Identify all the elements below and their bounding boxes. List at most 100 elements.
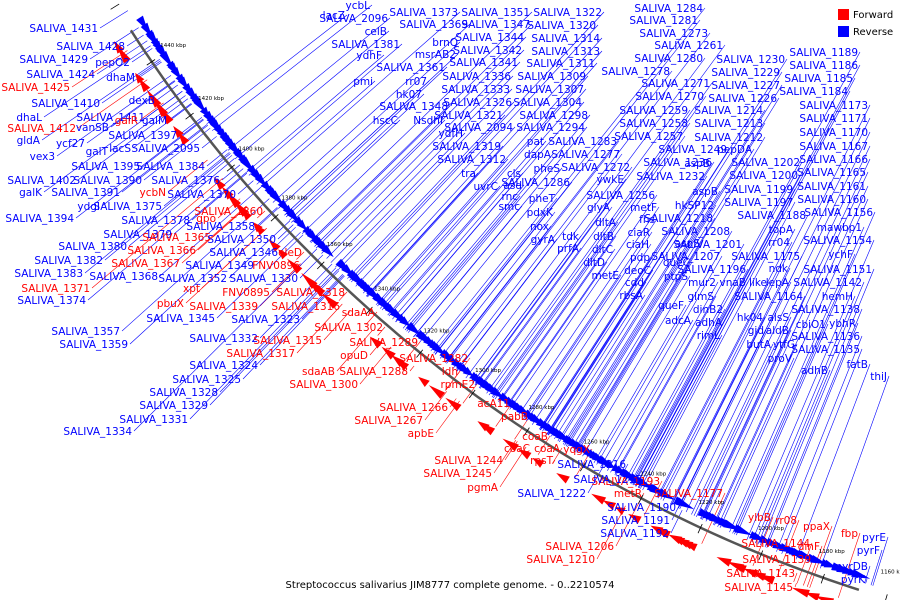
- gene-label-hk04: hk04: [737, 312, 763, 324]
- leader-line: [133, 248, 318, 432]
- gene-label-phes: pheS: [534, 163, 561, 175]
- gene-label-saliva_1333: SALIVA_1333: [441, 84, 510, 96]
- leader-line: [89, 27, 139, 60]
- gene-label-coaa: coaA: [534, 443, 561, 455]
- leader-line: [424, 391, 447, 421]
- leader-line: [596, 230, 733, 465]
- leader-line: [377, 326, 386, 336]
- gene-label-pyrdb: pyrDB: [836, 561, 868, 573]
- gene-label-saliva_1368: SALIVA_1368: [89, 271, 158, 283]
- gene-label-saliva_1311: SALIVA_1311: [526, 58, 595, 70]
- leader-line: [121, 198, 270, 332]
- gene-label-riml: rimL: [697, 330, 720, 342]
- leader-line: [499, 235, 617, 403]
- leader-line: [755, 281, 865, 544]
- leader-line: [131, 48, 153, 63]
- gene-label-lepa: lepA: [766, 277, 790, 289]
- leader-line: [671, 507, 679, 521]
- leader-line: [367, 37, 603, 298]
- gene-label-saliva_1351: SALIVA_1351: [461, 7, 530, 19]
- leader-line: [310, 105, 451, 244]
- forward-gene-arrow: [287, 258, 303, 274]
- leader-line: [635, 188, 796, 487]
- reverse-gene-arrow: [321, 244, 334, 258]
- gene-label-quef: queF: [658, 300, 684, 312]
- gene-label-saliva_1317: SALIVA_1317: [226, 348, 295, 360]
- gene-label-saliva_1371: SALIVA_1371: [21, 283, 90, 295]
- leader-line: [285, 66, 448, 218]
- scale-tick-label: 1220 kbp: [699, 500, 725, 506]
- scale-tick-label: 1340 kbp: [374, 287, 400, 293]
- gene-label-saliva_1332: SALIVA_1332: [189, 333, 258, 345]
- gene-label-saliva_1210: SALIVA_1210: [526, 554, 595, 566]
- leader-line: [567, 204, 717, 448]
- leader-line: [610, 281, 719, 473]
- leader-line: [259, 11, 461, 189]
- gene-label-saliva_1425: SALIVA_1425: [1, 82, 70, 94]
- gene-label-fbp: fbp: [841, 528, 858, 540]
- leader-line: [167, 159, 208, 193]
- leader-line: [91, 178, 223, 289]
- leader-line: [272, 23, 471, 203]
- gene-label-saliva_1323: SALIVA_1323: [231, 314, 300, 326]
- gene-label-saliva_1321: SALIVA_1321: [434, 110, 503, 122]
- leader-line: [691, 343, 774, 515]
- gene-label-saliva_1431: SALIVA_1431: [29, 23, 98, 35]
- leader-line: [212, 4, 373, 131]
- gene-label-saliva_1424: SALIVA_1424: [26, 69, 95, 81]
- gene-label-saliva_1177: SALIVA_1177: [654, 488, 723, 500]
- gene-label-saliva_1294: SALIVA_1294: [516, 122, 585, 134]
- gene-label-lacz: lacZ: [323, 10, 345, 22]
- leader-line: [531, 243, 652, 425]
- gene-label-ndk: ndk: [769, 263, 789, 275]
- gene-label-yqgx: yqgX: [563, 444, 590, 456]
- gene-label-saliva_1412: SALIVA_1412: [7, 123, 76, 135]
- reverse-gene-arrow: [296, 219, 308, 231]
- gene-label-ylbb: ylbB: [748, 512, 771, 524]
- figure-caption: Streptococcus salivarius JIM8777 complet…: [286, 580, 615, 591]
- scale-tick: [146, 59, 156, 66]
- leader-line: [809, 525, 833, 588]
- gene-label-saliva_1199: SALIVA_1199: [724, 184, 793, 196]
- gene-label-saliva_1244: SALIVA_1244: [434, 455, 503, 467]
- gene-label-saliva_1214: SALIVA_1214: [694, 105, 763, 117]
- gene-label-dltb: dltB: [593, 231, 614, 243]
- gene-label-saliva_1161: SALIVA_1161: [797, 181, 866, 193]
- leader-line: [156, 84, 178, 101]
- gene-label-saliva_1166: SALIVA_1166: [799, 154, 868, 166]
- gene-label-ycbn: ycbN: [139, 187, 166, 199]
- leader-line: [159, 187, 261, 277]
- gene-label-saliva_1410: SALIVA_1410: [31, 98, 100, 110]
- scale-tick-label: 1400 kbp: [239, 147, 265, 153]
- gene-label-saliva_1324: SALIVA_1324: [189, 360, 258, 372]
- leader-line: [570, 148, 755, 450]
- scale-tick: [316, 261, 325, 270]
- gene-label-saliva_1282: SALIVA_1282: [399, 353, 468, 365]
- gene-label-rbsa: rbsA: [619, 290, 643, 302]
- scale-tick-label: 1180 kbp: [819, 549, 845, 555]
- scale-tick: [697, 523, 703, 534]
- scale-tick: [185, 112, 194, 120]
- leader-line: [736, 323, 829, 536]
- forward-gene-arrow: [138, 78, 151, 93]
- gene-label-saliva_1304: SALIVA_1304: [513, 97, 582, 109]
- gene-label-cdd: cdd: [625, 277, 644, 289]
- gene-label-saliva_1280: SALIVA_1280: [634, 53, 703, 65]
- gene-label-dltc: dltC: [592, 244, 613, 256]
- scale-tick: [758, 550, 764, 560]
- leader-line: [86, 80, 175, 144]
- leader-line: [301, 11, 533, 235]
- gene-label-quec: queC: [663, 257, 690, 269]
- gene-label-msrab2: msrAB2: [415, 49, 456, 61]
- leader-line: [657, 281, 770, 499]
- leader-line: [838, 532, 861, 598]
- leader-line: [256, 80, 376, 185]
- leader-line: [143, 127, 211, 181]
- gene-label-saliva_1328: SALIVA_1328: [149, 387, 218, 399]
- leader-line: [388, 88, 587, 317]
- gene-label-celb: celB: [365, 26, 387, 38]
- scale-tick-label: 1260 kbp: [584, 440, 610, 446]
- leader-line: [475, 44, 726, 386]
- gene-label-ychf: ychF: [828, 249, 853, 261]
- reverse-gene-arrow: [675, 497, 695, 510]
